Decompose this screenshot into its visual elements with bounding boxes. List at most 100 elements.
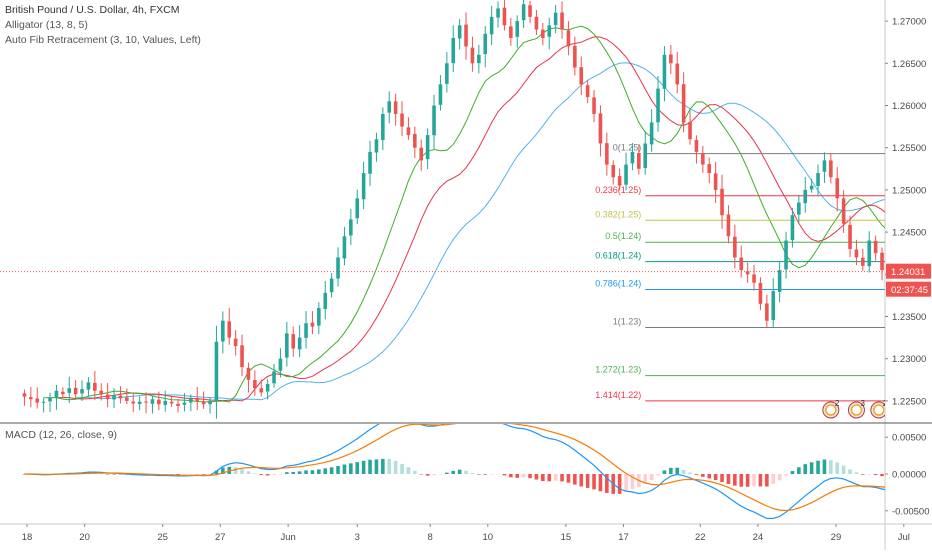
- candle-body: [387, 101, 392, 113]
- macd-histogram-bar: [489, 474, 494, 475]
- candle-body: [195, 397, 200, 401]
- candle-body: [112, 394, 116, 400]
- candle-body: [355, 198, 360, 219]
- macd-histogram-bar: [790, 471, 795, 474]
- candle-body: [361, 173, 366, 200]
- event-flag-ring-icon: [825, 404, 837, 416]
- candle-body: [67, 388, 72, 393]
- alligator-legend[interactable]: Alligator (13, 8, 5): [5, 19, 88, 31]
- candle-body: [643, 143, 648, 168]
- macd-histogram-bar: [758, 474, 763, 487]
- candle-body: [265, 384, 270, 392]
- macd-line: [24, 424, 885, 520]
- candle-body: [438, 84, 443, 105]
- candle-body: [835, 178, 840, 199]
- price-tick-label: 1.22500: [892, 396, 926, 407]
- macd-histogram-bar: [809, 462, 814, 474]
- candle-body: [669, 54, 673, 64]
- fib-legend[interactable]: Auto Fib Retracement (3, 10, Values, Lef…: [5, 34, 201, 46]
- macd-histogram-bar: [368, 459, 372, 474]
- macd-histogram-bar: [765, 474, 769, 487]
- macd-histogram-bar: [342, 464, 347, 474]
- candle-body: [701, 153, 705, 165]
- candle-body: [393, 101, 398, 114]
- event-flag-ring-icon: [850, 404, 863, 416]
- fib-level-label: 0.5(1.24): [605, 231, 641, 241]
- macd-histogram-bar: [253, 473, 257, 474]
- last-price-badge: [886, 263, 931, 279]
- candle-body: [93, 382, 97, 391]
- candle-body: [48, 397, 52, 402]
- macd-histogram-bar: [291, 471, 296, 474]
- macd-histogram-bar: [624, 474, 628, 492]
- macd-histogram-bar: [528, 474, 532, 479]
- fib-level-label: 0.786(1.24): [595, 278, 641, 288]
- macd-histogram-bar: [381, 458, 385, 474]
- macd-histogram-bar: [880, 474, 884, 477]
- candle-body: [310, 322, 315, 327]
- candle-body: [374, 139, 379, 153]
- time-tick-label: 20: [79, 532, 90, 543]
- fib-level-label: 1(1.23): [613, 316, 642, 326]
- macd-histogram-bar: [681, 469, 686, 474]
- macd-histogram-bar: [265, 474, 270, 476]
- macd-legend[interactable]: MACD (12, 26, close, 9): [5, 429, 118, 441]
- time-tick-label: Jun: [280, 532, 295, 543]
- candle-body: [841, 198, 846, 224]
- candle-body: [29, 397, 33, 400]
- macd-histogram-bar: [630, 474, 635, 489]
- macd-histogram-bar: [393, 460, 398, 474]
- fib-level-label: 1.272(1.23): [595, 365, 641, 375]
- symbol-title[interactable]: British Pound / U.S. Dollar, 4h, FXCM: [5, 4, 180, 16]
- candle-body: [502, 7, 507, 26]
- macd-histogram-bar: [560, 474, 564, 482]
- macd-histogram-bar: [515, 474, 520, 478]
- macd-histogram-bar: [259, 474, 264, 475]
- macd-histogram-bar: [675, 467, 680, 474]
- candle-body: [317, 308, 321, 326]
- candle-body: [272, 371, 276, 384]
- candle-body: [547, 25, 552, 37]
- candle-body: [854, 249, 859, 258]
- candle-body: [457, 25, 462, 39]
- macd-histogram-bar: [585, 474, 590, 488]
- candle-body: [304, 323, 308, 338]
- macd-histogram-bar: [873, 474, 878, 476]
- macd-histogram-bar: [867, 474, 872, 475]
- macd-histogram-bar: [816, 460, 820, 474]
- candle-body: [291, 334, 296, 349]
- candle-body: [605, 143, 609, 165]
- candle-body: [803, 189, 808, 204]
- candle-body: [470, 47, 475, 64]
- macd-histogram-bar: [323, 468, 328, 474]
- candle-body: [413, 133, 417, 148]
- price-tick-label: 1.26000: [892, 101, 926, 112]
- time-tick-label: 24: [753, 532, 764, 543]
- candle-body: [598, 113, 603, 144]
- macd-histogram-bar: [99, 473, 104, 474]
- macd-histogram-bar: [713, 474, 718, 481]
- macd-histogram-bar: [502, 474, 507, 476]
- candle-body: [733, 236, 737, 258]
- candle-body: [637, 152, 641, 169]
- candle-body: [541, 29, 545, 38]
- macd-histogram-bar: [329, 467, 334, 474]
- candle-body: [169, 401, 174, 404]
- macd-histogram-bar: [829, 460, 833, 474]
- candle-body: [163, 400, 168, 405]
- macd-histogram-bar: [451, 470, 456, 474]
- candle-body: [649, 122, 654, 145]
- candle-body: [342, 236, 347, 259]
- candle-body: [816, 173, 820, 187]
- candle-body: [509, 26, 513, 38]
- candle-body: [688, 122, 692, 140]
- macd-histogram-bar: [310, 470, 315, 474]
- macd-histogram-bar: [285, 472, 289, 474]
- candle-body: [61, 391, 65, 395]
- candle-body: [630, 151, 635, 164]
- candle-body: [54, 390, 59, 398]
- macd-histogram-bar: [835, 462, 840, 474]
- alligator-lips-line: [43, 25, 885, 403]
